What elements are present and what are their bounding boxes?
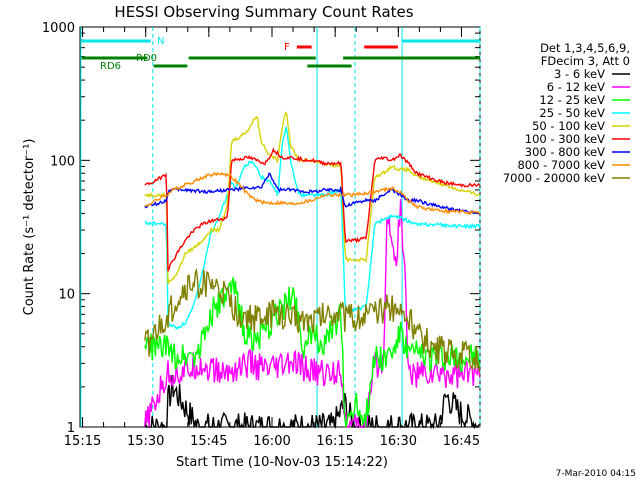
series-line [144,171,481,215]
footer-timestamp: 7-Mar-2010 04:15 [556,469,636,479]
legend-label: 3 - 6 keV [554,67,605,81]
state-label-rd0: RD0 [136,53,157,64]
y-axis-label: Count Rate (s⁻¹ detector⁻¹) [22,139,37,316]
legend-label: 7000 - 20000 keV [503,171,605,185]
state-label-rd6: RD6 [100,61,121,72]
x-tick-label: 16:15 [316,434,353,449]
x-tick-label: 15:30 [127,434,164,449]
y-tick-label: 1000 [42,21,75,36]
legend-label: 50 - 100 keV [532,119,605,133]
legend-header: FDecim 3, Att 0 [541,54,630,68]
x-axis-label: Start Time (10-Nov-03 15:14:22) [176,455,388,470]
series-line [144,374,480,430]
legend-label: 800 - 7000 keV [517,158,605,172]
legend-label: 300 - 800 keV [525,145,605,159]
series-line [144,199,481,428]
plot-area: 1 10 100 1000 15:15 15:30 15:45 16:00 16:15 16:3… [42,21,481,449]
legend-header: Det 1,3,4,5,6,9, [540,41,630,55]
state-label-n: N [157,36,164,47]
x-tick-label: 15:15 [64,434,101,449]
legend-label: 6 - 12 keV [547,80,605,94]
legend-label: 100 - 300 keV [525,132,605,146]
series-layer [144,111,481,430]
y-tick-label: 10 [58,288,75,303]
y-tick-label: 100 [50,154,75,169]
x-axis: 15:15 15:30 15:45 16:00 16:15 16:30 16:45 [64,27,480,449]
y-tick-label: 1 [67,421,75,436]
x-tick-label: 15:45 [190,434,227,449]
legend-label: 12 - 25 keV [539,93,605,107]
state-label-f: F [284,42,290,53]
series-line [144,267,481,373]
series-line [144,111,481,285]
legend-label: 25 - 50 keV [539,106,605,120]
y-axis: 1 10 100 1000 [42,21,480,436]
x-tick-label: 16:00 [253,434,290,449]
series-line [144,172,480,215]
x-tick-label: 16:30 [380,434,417,449]
legend: Det 1,3,4,5,6,9,FDecim 3, Att 03 - 6 keV… [503,41,630,185]
x-tick-label: 16:45 [443,434,480,449]
series-line [144,147,481,272]
chart-title: HESSI Observing Summary Count Rates [114,3,413,21]
series-line [144,126,481,331]
